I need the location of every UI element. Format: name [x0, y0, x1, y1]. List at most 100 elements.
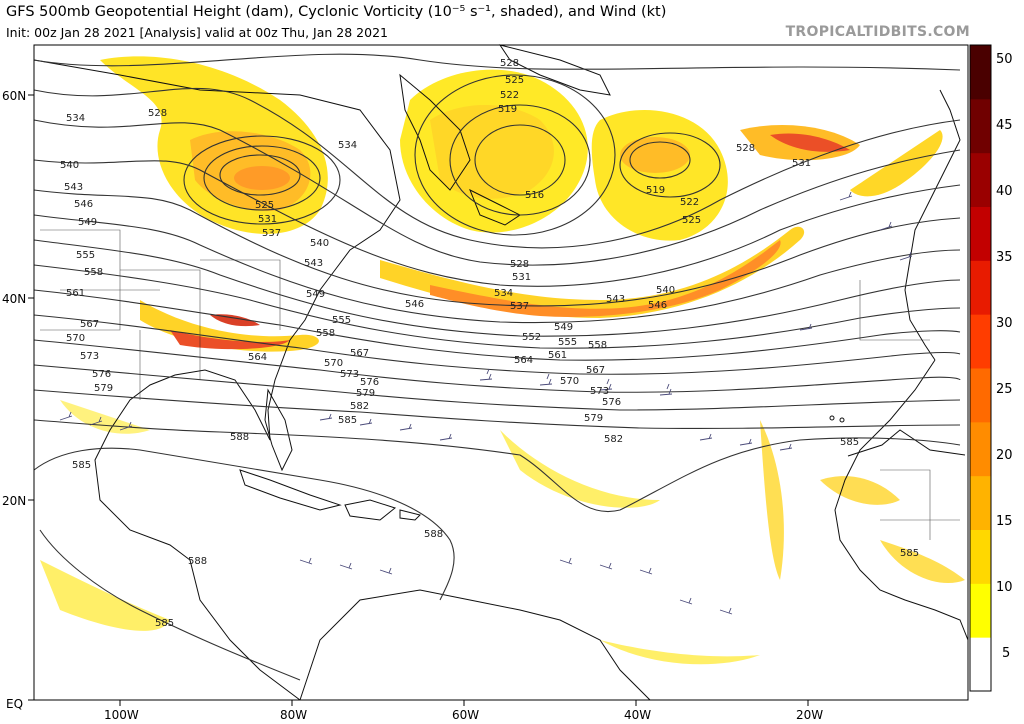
- contour-label: 585: [72, 460, 91, 471]
- map-subtitle: Init: 00z Jan 28 2021 [Analysis] valid a…: [6, 25, 388, 40]
- contour-label: 585: [155, 618, 174, 629]
- contour-label: 558: [84, 267, 103, 278]
- contour-label: 564: [248, 352, 267, 363]
- contour-label: 546: [405, 299, 424, 310]
- contour-label: 546: [648, 300, 667, 311]
- contour-label: 516: [525, 190, 544, 201]
- contour-label: 534: [494, 288, 513, 299]
- colorbar-swatch: [970, 368, 991, 423]
- colorbar-tick: 50: [996, 52, 1013, 67]
- colorbar-swatch: [970, 152, 991, 207]
- contour-label: 579: [94, 383, 113, 394]
- contour-label: 525: [505, 75, 524, 86]
- contour-label: 570: [66, 333, 85, 344]
- colorbar-swatch: [970, 421, 991, 477]
- contour-label: 540: [656, 285, 675, 296]
- contour-label: 570: [560, 376, 579, 387]
- colorbar-swatch: [970, 637, 991, 692]
- contour-label: 558: [316, 328, 335, 339]
- contour-label: 546: [74, 199, 93, 210]
- contour-label: 570: [324, 358, 343, 369]
- map-frame: [33, 44, 969, 701]
- lon-label-80w: 80W: [280, 708, 307, 722]
- lon-label-20w: 20W: [796, 708, 823, 722]
- colorbar-tick: 10: [996, 580, 1013, 595]
- contour-label: 522: [500, 90, 519, 101]
- colorbar-tick: 25: [996, 382, 1013, 397]
- contour-label: 522: [680, 197, 699, 208]
- contour-label: 576: [360, 377, 379, 388]
- contour-label: 567: [350, 348, 369, 359]
- contour-label: 528: [510, 259, 529, 270]
- contour-label: 561: [548, 350, 567, 361]
- contour-label: 540: [310, 238, 329, 249]
- contour-label: 525: [255, 200, 274, 211]
- lat-label-40n: 40N: [2, 292, 26, 306]
- contour-label: 549: [554, 322, 573, 333]
- contour-label: 519: [646, 185, 665, 196]
- lat-label-20n: 20N: [2, 494, 26, 508]
- contour-label: 534: [338, 140, 357, 151]
- colorbar-swatch: [970, 475, 991, 530]
- contour-label: 558: [588, 340, 607, 351]
- colorbar-swatch: [970, 529, 991, 584]
- colorbar-swatch: [970, 206, 991, 261]
- contour-label: 573: [340, 369, 359, 380]
- contour-label: 576: [92, 369, 111, 380]
- contour-label: 540: [60, 160, 79, 171]
- colorbar-tick: 5: [1002, 646, 1010, 661]
- latitude-axis: 60N 40N 20N EQ: [2, 89, 34, 711]
- brand-watermark: TROPICALTIDBITS.COM: [785, 24, 970, 40]
- colorbar-swatch: [970, 98, 991, 154]
- contour-label: 528: [148, 108, 167, 119]
- contour-label: 582: [350, 401, 369, 412]
- contour-label: 582: [604, 434, 623, 445]
- contour-label: 588: [230, 432, 249, 443]
- lat-label-eq: EQ: [6, 697, 23, 711]
- contour-label: 555: [558, 337, 577, 348]
- lon-label-60w: 60W: [452, 708, 479, 722]
- contour-label: 528: [736, 143, 755, 154]
- colorbar-swatches: [970, 45, 991, 692]
- contour-label: 576: [602, 397, 621, 408]
- contour-label: 588: [188, 556, 207, 567]
- contour-label: 531: [512, 272, 531, 283]
- contour-label: 543: [304, 258, 323, 269]
- colorbar-tick: 35: [996, 250, 1013, 265]
- height-contours: [33, 53, 961, 681]
- contour-label: 573: [590, 386, 609, 397]
- contour-label: 579: [584, 413, 603, 424]
- contour-label: 588: [424, 529, 443, 540]
- lat-label-60n: 60N: [2, 89, 26, 103]
- colorbar-tick: 30: [996, 316, 1013, 331]
- colorbar-swatch: [970, 260, 991, 315]
- wind-barbs: [59, 191, 913, 615]
- vorticity-shading: [40, 56, 965, 665]
- contour-label: 528: [500, 58, 519, 69]
- contour-labels: 516 519 519 522 522 525 525 525 528 528 …: [60, 58, 919, 629]
- contour-label: 567: [80, 319, 99, 330]
- colorbar-tick: 40: [996, 184, 1013, 199]
- contour-label: 585: [338, 415, 357, 426]
- contour-label: 525: [682, 215, 701, 226]
- colorbar-tick: 45: [996, 118, 1013, 133]
- colorbar-frame: [969, 44, 992, 692]
- contour-label: 543: [64, 182, 83, 193]
- lon-label-100w: 100W: [104, 708, 139, 722]
- colorbar-swatch: [970, 314, 991, 369]
- colorbar-swatch: [970, 45, 991, 100]
- colorbar-swatch: [970, 583, 991, 638]
- contour-label: 537: [262, 228, 281, 239]
- contour-label: 555: [332, 315, 351, 326]
- contour-label: 549: [78, 217, 97, 228]
- contour-label: 579: [356, 388, 375, 399]
- contour-label: 543: [606, 294, 625, 305]
- colorbar-tick: 15: [996, 514, 1013, 529]
- contour-label: 585: [900, 548, 919, 559]
- contour-label: 555: [76, 250, 95, 261]
- lon-label-40w: 40W: [624, 708, 651, 722]
- contour-label: 552: [522, 332, 541, 343]
- coastlines: [33, 44, 969, 701]
- contour-label: 537: [510, 301, 529, 312]
